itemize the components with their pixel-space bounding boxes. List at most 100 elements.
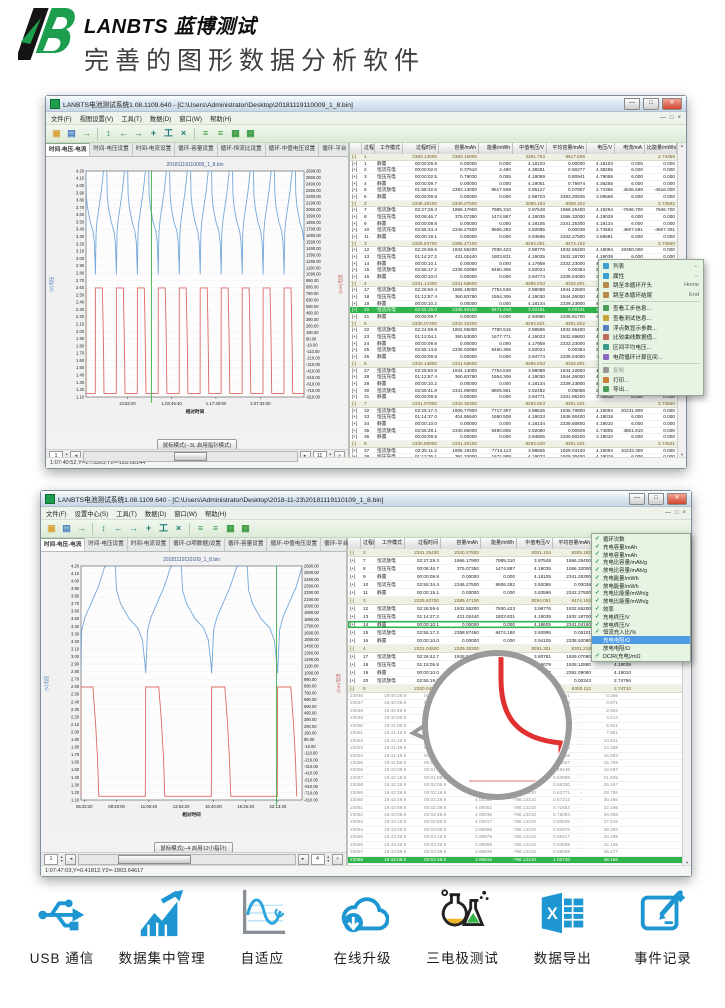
tab-1[interactable]: 时间-电压-电流 [41, 538, 86, 551]
h-scrollbar-thumb[interactable] [118, 855, 192, 864]
page-number-box[interactable]: 1 [44, 854, 58, 865]
h-scrollbar[interactable] [83, 451, 298, 462]
menu-item[interactable]: 视图设置(V) [79, 115, 114, 123]
pan-tool-icon[interactable]: ↕ [106, 128, 111, 138]
column-menu-item[interactable]: 充电电阻/Ω [592, 636, 690, 644]
mdi-button[interactable]: — [659, 115, 666, 121]
column-menu-item[interactable]: ✓ 放电比容量/mAh/g [592, 566, 690, 574]
menu-item[interactable]: 数据(D) [149, 115, 172, 123]
tab-5[interactable]: 循环-容量设置 [225, 538, 268, 551]
mdi-button[interactable]: □ [674, 510, 679, 516]
context-menu-item[interactable]: 打印... [599, 375, 703, 385]
tab-2[interactable]: 时间-电压设置 [85, 538, 128, 551]
column-menu-item[interactable]: ✓ DCIR(充电)/mΩ [592, 652, 690, 660]
page-count-box[interactable]: 4 [310, 854, 325, 865]
tab-6[interactable]: 循环-中值电压设置 [266, 143, 320, 156]
table-row[interactable]: [+] 31 静置 00:00:09.9 0.00000 0.000 3.94771 2341… [350, 394, 678, 401]
table-row[interactable]: [+] 33 恒压充电 01:14:37.0 404.55640 1690.508 4.19… [350, 414, 678, 421]
measure-tool-icon[interactable]: 工 [158, 523, 168, 533]
column-menu-item[interactable]: ✓ 放电容量/mAh [592, 551, 690, 558]
context-menu-item[interactable]: 区间平均电压... [599, 342, 703, 352]
grid-view-icon[interactable]: ▦ [226, 523, 235, 533]
context-menu-item[interactable]: 列表 ← [599, 261, 703, 271]
table-row[interactable]: [+] 4 静置 00:00:09.7 0.00000 0.000 4.19051 0.759… [350, 181, 678, 188]
tab-5[interactable]: 循环-恒流比设置 [218, 143, 266, 156]
list-view-icon[interactable]: ≡ [197, 523, 204, 533]
save-icon[interactable]: ▤ [67, 128, 76, 138]
context-menu-item[interactable]: 查看测试信息... [599, 313, 703, 323]
tab-4[interactable]: 循环-(3项数据)设置 [170, 538, 226, 551]
pan-tool-icon[interactable]: ↕ [101, 523, 106, 533]
close-curve-icon[interactable]: × [175, 523, 182, 533]
table-row[interactable]: [+] 34 静置 00:00:10.0 0.00000 0.000 4.18134 2339… [350, 421, 678, 428]
table-row[interactable]: [+] 13 恒压充电 01:14:27.2 431.02440 1803.831 4.19… [350, 254, 678, 261]
save-icon[interactable]: ▤ [62, 523, 71, 533]
tab-3[interactable]: 时间-电流设置 [133, 143, 176, 156]
table-row[interactable]: [+] 35 恒流放电 02:55:28.1 2340.86000 8480.806 3.9… [350, 428, 678, 435]
menu-item[interactable]: 帮助(H) [204, 510, 227, 518]
column-menu-item[interactable]: ✓ 充电终压/V [592, 613, 690, 621]
minimize-button[interactable]: — [624, 97, 640, 110]
record-row[interactable]: 23063 19:43:18.9 00:02:58.9 4.00017 -798.132… [348, 819, 683, 827]
close-curve-icon[interactable]: × [180, 128, 187, 138]
close-button[interactable]: ✕ [667, 492, 687, 505]
jump-end-icon[interactable]: → [134, 128, 143, 138]
column-menu-item[interactable]: ✓ 效率 [592, 605, 690, 613]
tab-7[interactable]: 循环-平台 [319, 143, 351, 156]
menu-item[interactable]: 文件(F) [51, 115, 72, 123]
table-row[interactable]: [-] 7 2331.07000 2332.30300 8294.823 8301.021… [350, 400, 678, 408]
jump-start-icon[interactable]: ← [114, 523, 123, 533]
column-menu-item[interactable]: 放电电阻/Ω [592, 644, 690, 652]
table-row[interactable]: [+] 38 恒压充电 01:12:35.1 391.33000 1671.888 4.19… [350, 454, 678, 457]
h-scrollbar-thumb[interactable] [173, 452, 208, 461]
table-row[interactable]: [+] 7 恒流放电 02:27:29.3 1966.17900 7985.310 3.97… [350, 207, 678, 215]
context-menu-item[interactable]: 比较曲线数据值... [599, 333, 703, 343]
mdi-button[interactable]: × [677, 115, 681, 121]
table-row[interactable]: [-] 2 2348.25100 2340.27500 3280.184 8309.322… [350, 200, 678, 208]
mdi-button[interactable]: — [664, 510, 671, 516]
titlebar[interactable]: LANBTS电池测试系统1.08.1109.640 - [C:\Users\Ad… [41, 491, 691, 507]
h-scrollbar[interactable] [78, 854, 296, 865]
titlebar[interactable]: LANBTS电池测试系统1.08.1109.640 - [C:\Users\Ad… [46, 96, 686, 112]
mdi-button[interactable]: □ [669, 115, 674, 121]
context-menu-item[interactable]: 跳至本循环结尾 End [599, 290, 703, 300]
export-icon[interactable]: → [82, 128, 91, 138]
context-menu-item[interactable]: 浮点数显示参数... [599, 323, 703, 333]
selected-record-row[interactable]: 23068 19:44:08.9 00:03:48.9 3.99916 -798.132… [348, 856, 683, 865]
voltage-current-chart[interactable]: 20181119110009_1_8.bin 4.20 4.10 4.00 3.90 3.… [46, 157, 346, 429]
column-menu-item[interactable]: ✓ 充电比能量/mWh/g [592, 590, 690, 597]
page-spinner[interactable]: ▲▼ [60, 854, 64, 863]
menu-item[interactable]: 文件(F) [46, 510, 67, 518]
record-row[interactable]: 23065 19:43:38.9 00:03:18.9 3.99979 -798.132… [348, 834, 683, 842]
context-menu-item[interactable]: 跳至本循环开头 Home [599, 281, 703, 291]
column-menu-item[interactable]: ✓ 充电能量/mWh [592, 574, 690, 582]
table-row[interactable]: [-] 8 2330.80000 2331.40100 8293.020 8301.021… [350, 440, 678, 448]
open-file-icon[interactable]: ▣ [52, 128, 61, 138]
maximize-button[interactable]: □ [648, 492, 664, 505]
report-view-icon[interactable]: ▦ [241, 523, 250, 533]
column-menu-item[interactable]: ✓ 充电容量/mAh [592, 543, 690, 551]
detail-view-icon[interactable]: ≡ [212, 523, 219, 533]
scroll-left-button[interactable]: ◂ [65, 854, 77, 865]
tab-6[interactable]: 循环-中值电压设置 [267, 538, 322, 551]
measure-tool-icon[interactable]: 工 [163, 128, 173, 138]
tab-1[interactable]: 时间-电压-电流 [46, 143, 91, 156]
close-button[interactable]: ✕ [662, 97, 682, 110]
detail-view-icon[interactable]: ≡ [217, 128, 224, 138]
jump-start-icon[interactable]: ← [119, 128, 128, 138]
table-row[interactable]: [+] 11 静置 00:00:19.1 0.00000 0.000 3.93596 2342… [350, 234, 678, 241]
column-menu-item[interactable]: ✓ 放电能量/mWh [592, 582, 690, 590]
maximize-button[interactable]: □ [643, 97, 659, 110]
table-row[interactable]: [+] 32 恒流放电 02:25:17.3 1906.77900 7717.307 3.9… [350, 408, 678, 415]
voltage-current-chart[interactable]: 20181119110109_1_8.bin 4.20 4.10 4.00 3.90 3.… [41, 552, 344, 832]
record-row[interactable]: 23062 19:43:08.9 00:02:48.9 4.00035 -798.132… [348, 812, 683, 820]
menu-item[interactable]: 设置中心(S) [74, 510, 109, 518]
column-menu-item[interactable]: ✓ 循环次数 [592, 535, 690, 543]
column-menu-item[interactable]: ✓ 恒流充入比/% [592, 629, 690, 636]
table-row[interactable]: [+] 1 静置 00:00:09.9 0.00000 0.000 4.18103 0.000… [350, 161, 678, 168]
report-view-icon[interactable]: ▦ [246, 128, 255, 138]
column-menu-item[interactable]: ✓ 放电终压/V [592, 621, 690, 629]
record-row[interactable]: 23064 19:43:28.9 00:03:08.9 3.99998 -798.132… [348, 827, 683, 835]
record-row[interactable]: 23066 19:43:48.9 00:03:28.9 3.99959 -798.132… [348, 842, 683, 850]
scroll-right-button[interactable]: ▸ [297, 854, 309, 865]
